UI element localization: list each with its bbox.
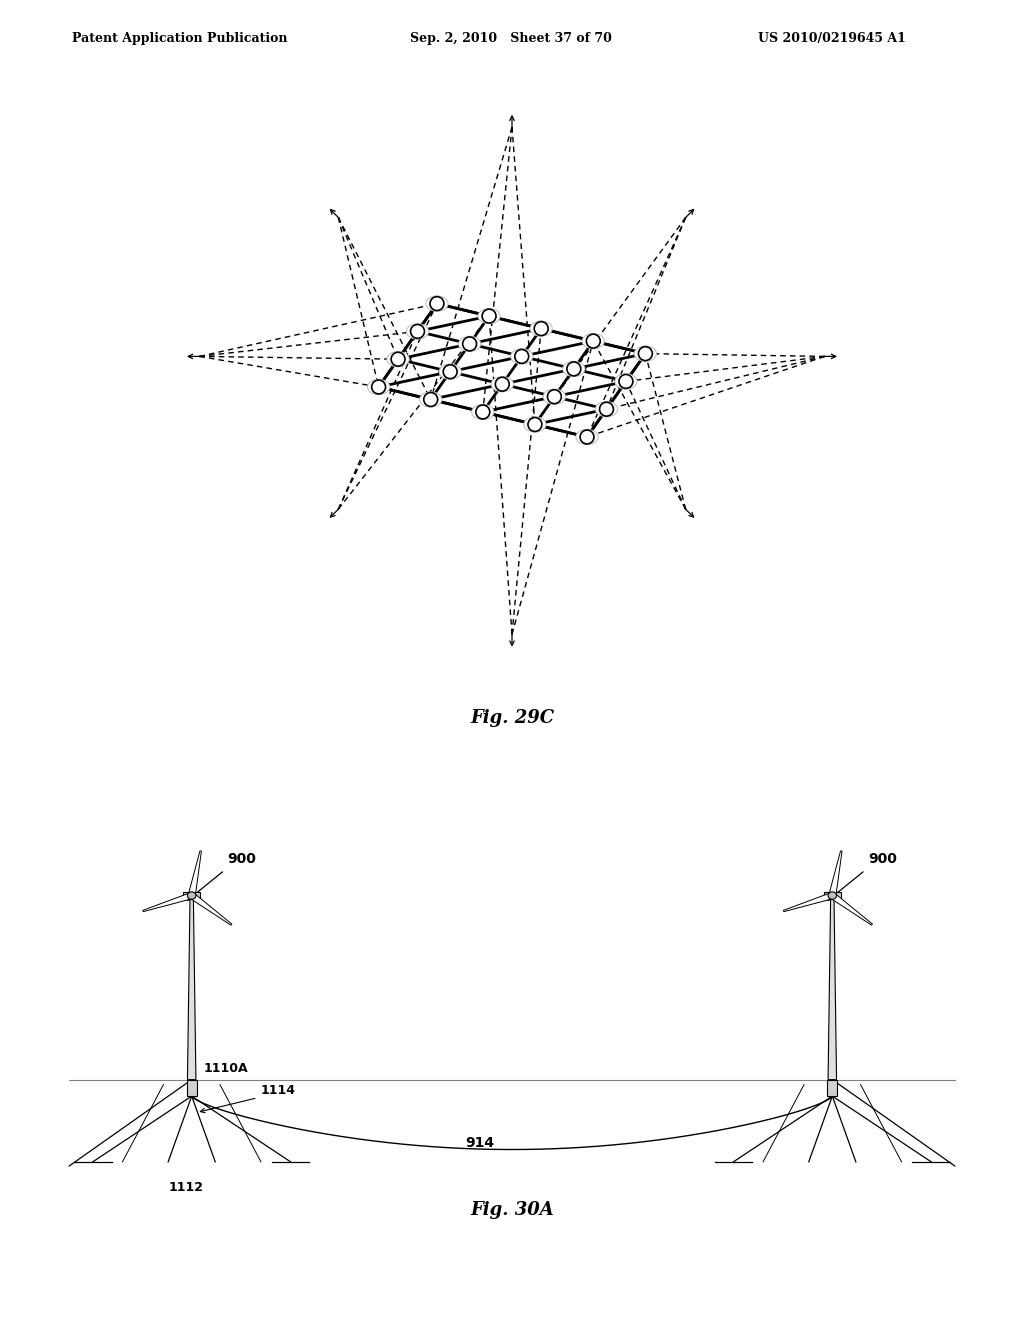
Circle shape <box>463 337 476 351</box>
Bar <box>186 1080 197 1096</box>
Text: 900: 900 <box>868 851 897 866</box>
Polygon shape <box>828 851 842 896</box>
Ellipse shape <box>530 321 552 337</box>
Circle shape <box>548 389 561 404</box>
Circle shape <box>391 352 406 366</box>
Ellipse shape <box>634 346 656 362</box>
Ellipse shape <box>478 309 500 323</box>
Circle shape <box>535 322 548 335</box>
Ellipse shape <box>492 376 513 392</box>
Ellipse shape <box>407 323 429 339</box>
Ellipse shape <box>614 374 637 389</box>
Circle shape <box>482 309 496 323</box>
Text: Fig. 30A: Fig. 30A <box>470 1201 554 1220</box>
Text: 1114: 1114 <box>260 1085 296 1097</box>
Ellipse shape <box>439 364 461 379</box>
Circle shape <box>515 350 528 363</box>
Text: US 2010/0219645 A1: US 2010/0219645 A1 <box>758 32 905 45</box>
Circle shape <box>372 380 386 393</box>
Circle shape <box>618 375 633 388</box>
Circle shape <box>638 347 652 360</box>
Text: Patent Application Publication: Patent Application Publication <box>72 32 287 45</box>
Bar <box>824 892 841 899</box>
Polygon shape <box>187 899 196 1080</box>
Circle shape <box>567 362 581 376</box>
Ellipse shape <box>575 429 598 445</box>
Ellipse shape <box>368 379 390 395</box>
Circle shape <box>424 392 437 407</box>
Ellipse shape <box>387 351 410 367</box>
Circle shape <box>476 405 489 418</box>
Text: 1112: 1112 <box>168 1180 203 1193</box>
Bar <box>183 892 200 899</box>
Text: 900: 900 <box>227 851 256 866</box>
Ellipse shape <box>563 362 585 376</box>
Polygon shape <box>783 892 834 912</box>
Circle shape <box>599 403 613 416</box>
Ellipse shape <box>511 348 532 364</box>
Text: Fig. 29C: Fig. 29C <box>470 709 554 727</box>
Ellipse shape <box>583 334 604 348</box>
Circle shape <box>430 297 444 310</box>
Circle shape <box>528 417 542 432</box>
Ellipse shape <box>459 337 480 351</box>
Ellipse shape <box>420 392 441 407</box>
Circle shape <box>828 892 837 899</box>
Text: 914: 914 <box>465 1137 494 1150</box>
Ellipse shape <box>472 404 494 420</box>
Ellipse shape <box>524 417 546 432</box>
Polygon shape <box>189 894 231 925</box>
Polygon shape <box>828 899 837 1080</box>
Ellipse shape <box>426 296 449 312</box>
Polygon shape <box>142 892 193 912</box>
Circle shape <box>187 892 196 899</box>
Text: 1110A: 1110A <box>204 1063 249 1076</box>
Circle shape <box>587 334 600 348</box>
Ellipse shape <box>544 389 565 404</box>
Text: Sep. 2, 2010   Sheet 37 of 70: Sep. 2, 2010 Sheet 37 of 70 <box>410 32 611 45</box>
Bar <box>827 1080 838 1096</box>
Circle shape <box>496 378 509 391</box>
Polygon shape <box>830 894 872 925</box>
Circle shape <box>443 364 457 379</box>
Ellipse shape <box>595 401 617 417</box>
Polygon shape <box>188 851 202 896</box>
Circle shape <box>580 430 594 444</box>
Circle shape <box>411 325 425 338</box>
